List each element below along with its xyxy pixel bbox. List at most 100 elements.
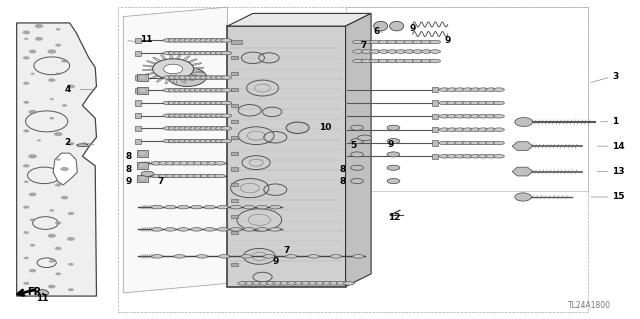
Circle shape bbox=[62, 104, 67, 107]
Ellipse shape bbox=[173, 127, 185, 130]
Polygon shape bbox=[346, 13, 371, 286]
Text: 8: 8 bbox=[125, 152, 132, 161]
Ellipse shape bbox=[454, 141, 466, 145]
Ellipse shape bbox=[454, 154, 466, 158]
Text: FR.: FR. bbox=[28, 287, 45, 297]
Bar bbox=[135, 50, 141, 56]
Ellipse shape bbox=[179, 88, 190, 92]
Ellipse shape bbox=[353, 40, 364, 44]
Text: 6: 6 bbox=[373, 27, 380, 36]
Ellipse shape bbox=[493, 128, 504, 131]
Bar bbox=[230, 215, 238, 218]
Ellipse shape bbox=[195, 88, 205, 92]
Ellipse shape bbox=[454, 101, 466, 105]
Polygon shape bbox=[145, 72, 155, 75]
Text: 5: 5 bbox=[350, 141, 356, 150]
Circle shape bbox=[55, 272, 61, 275]
Polygon shape bbox=[149, 75, 159, 79]
Ellipse shape bbox=[163, 76, 174, 79]
Bar bbox=[230, 120, 238, 123]
Bar bbox=[230, 152, 238, 155]
Text: 9: 9 bbox=[388, 140, 394, 149]
Ellipse shape bbox=[168, 101, 179, 105]
Ellipse shape bbox=[477, 88, 489, 92]
Ellipse shape bbox=[412, 50, 424, 53]
Bar bbox=[139, 88, 147, 93]
Ellipse shape bbox=[429, 40, 440, 44]
Ellipse shape bbox=[447, 88, 458, 92]
Bar bbox=[137, 74, 148, 81]
Circle shape bbox=[37, 139, 41, 141]
Bar bbox=[432, 140, 438, 145]
Text: 12: 12 bbox=[388, 213, 401, 222]
Ellipse shape bbox=[387, 125, 400, 130]
Ellipse shape bbox=[215, 76, 227, 79]
Ellipse shape bbox=[152, 205, 163, 209]
Ellipse shape bbox=[168, 88, 179, 92]
Ellipse shape bbox=[200, 139, 211, 143]
Circle shape bbox=[35, 37, 43, 41]
Text: 10: 10 bbox=[319, 123, 331, 132]
Circle shape bbox=[23, 56, 29, 60]
Ellipse shape bbox=[152, 227, 163, 231]
Bar bbox=[432, 87, 438, 92]
Ellipse shape bbox=[200, 88, 211, 92]
Ellipse shape bbox=[257, 227, 268, 231]
Ellipse shape bbox=[168, 139, 179, 143]
Polygon shape bbox=[147, 61, 157, 64]
Circle shape bbox=[168, 67, 206, 86]
Circle shape bbox=[67, 85, 75, 88]
Ellipse shape bbox=[294, 282, 305, 285]
Ellipse shape bbox=[387, 152, 400, 157]
Ellipse shape bbox=[196, 255, 207, 258]
Ellipse shape bbox=[477, 128, 489, 131]
Polygon shape bbox=[179, 78, 186, 83]
Ellipse shape bbox=[179, 39, 190, 42]
Ellipse shape bbox=[189, 51, 200, 55]
Bar bbox=[230, 183, 238, 187]
Polygon shape bbox=[176, 54, 181, 59]
Ellipse shape bbox=[195, 101, 205, 105]
Ellipse shape bbox=[164, 205, 176, 209]
Ellipse shape bbox=[470, 101, 481, 105]
Ellipse shape bbox=[238, 282, 249, 285]
Ellipse shape bbox=[280, 282, 291, 285]
Text: 8: 8 bbox=[339, 165, 346, 174]
Ellipse shape bbox=[378, 50, 390, 53]
Ellipse shape bbox=[159, 174, 170, 178]
Ellipse shape bbox=[210, 101, 221, 105]
Text: 13: 13 bbox=[612, 167, 625, 176]
Ellipse shape bbox=[486, 128, 497, 131]
Text: 1: 1 bbox=[612, 117, 619, 126]
Bar bbox=[135, 88, 141, 93]
Circle shape bbox=[515, 193, 531, 201]
Ellipse shape bbox=[412, 40, 424, 44]
Text: 9: 9 bbox=[445, 36, 451, 45]
Ellipse shape bbox=[221, 76, 232, 79]
Ellipse shape bbox=[193, 161, 204, 165]
Ellipse shape bbox=[217, 227, 228, 231]
Ellipse shape bbox=[421, 40, 432, 44]
Ellipse shape bbox=[205, 76, 216, 79]
Ellipse shape bbox=[200, 114, 211, 117]
Ellipse shape bbox=[163, 51, 174, 55]
Ellipse shape bbox=[184, 88, 195, 92]
Bar bbox=[139, 163, 147, 168]
Ellipse shape bbox=[462, 141, 474, 145]
Ellipse shape bbox=[215, 88, 227, 92]
Ellipse shape bbox=[396, 59, 406, 63]
Ellipse shape bbox=[477, 101, 489, 105]
Polygon shape bbox=[156, 77, 164, 82]
Ellipse shape bbox=[195, 139, 205, 143]
Ellipse shape bbox=[173, 76, 185, 79]
Ellipse shape bbox=[195, 51, 205, 55]
Ellipse shape bbox=[184, 39, 195, 42]
Ellipse shape bbox=[189, 127, 200, 130]
Circle shape bbox=[515, 118, 532, 126]
Bar bbox=[137, 87, 148, 94]
Bar bbox=[135, 138, 141, 144]
Ellipse shape bbox=[210, 76, 221, 79]
Ellipse shape bbox=[361, 59, 372, 63]
Ellipse shape bbox=[387, 50, 398, 53]
Text: 2: 2 bbox=[65, 137, 71, 146]
